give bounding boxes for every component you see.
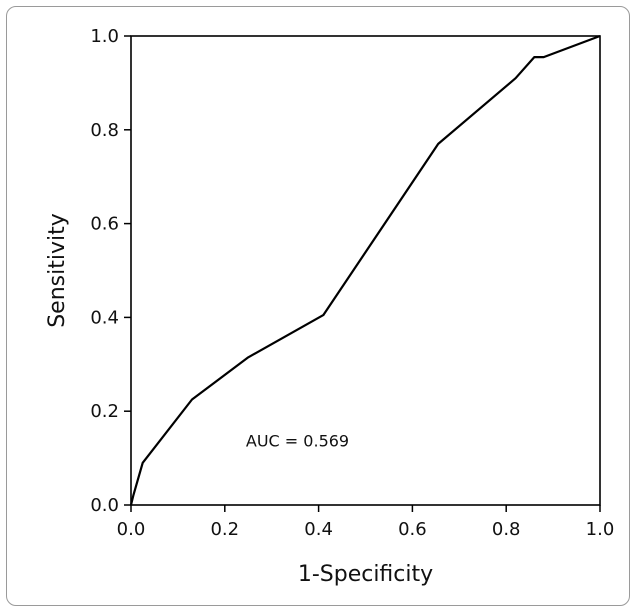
roc-curve	[129, 34, 601, 506]
x-tick-label: 0.0	[117, 519, 146, 540]
x-tick-label: 1.0	[586, 519, 615, 540]
x-tick-label: 0.2	[210, 519, 239, 540]
plot-area-frame	[130, 35, 601, 506]
x-tick-label: 0.4	[304, 519, 333, 540]
x-tick-label: 0.8	[492, 519, 521, 540]
y-tick-label: 0.8	[90, 120, 119, 141]
x-tick-label: 0.6	[398, 519, 427, 540]
y-tick-label: 1.0	[90, 26, 119, 47]
y-axis-title: Sensitivity	[45, 213, 70, 328]
y-tick-label: 0.6	[90, 214, 119, 235]
y-tick-label: 0.4	[90, 307, 119, 328]
y-axis-ticks: 0.0 0.2 0.4 0.6 0.8 1.0	[90, 26, 131, 516]
y-tick-label: 0.2	[90, 401, 119, 422]
y-tick-label: 0.0	[90, 495, 119, 516]
auc-annotation: AUC = 0.569	[246, 431, 349, 450]
x-axis-ticks: 0.0 0.2 0.4 0.6 0.8 1.0	[117, 505, 615, 540]
roc-chart: 0.0 0.2 0.4 0.6 0.8 1.0 0.0 0.2 0.4 0.6 0.8 1.0 AU…	[45, 26, 615, 587]
x-axis-title: 1-Specificity	[298, 562, 433, 587]
